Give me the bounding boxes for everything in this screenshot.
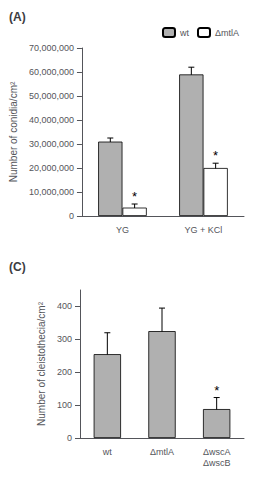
svg-text:300: 300 [57, 334, 72, 344]
svg-text:*: * [213, 148, 218, 163]
svg-text:0: 0 [67, 433, 72, 443]
svg-text:ΔwscB: ΔwscB [203, 458, 231, 468]
svg-text:10,000,000: 10,000,000 [29, 187, 74, 197]
svg-text:70,000,000: 70,000,000 [29, 43, 74, 53]
svg-text:ΔmtlA: ΔmtlA [150, 447, 174, 457]
svg-text:*: * [132, 189, 137, 204]
svg-text:(A): (A) [9, 10, 26, 24]
svg-text:ΔwscA: ΔwscA [203, 447, 231, 457]
svg-text:YG + KCl: YG + KCl [185, 225, 223, 235]
svg-text:Number of conidia/cm²: Number of conidia/cm² [8, 81, 19, 182]
svg-text:wt: wt [102, 447, 112, 457]
svg-text:ΔmtlA: ΔmtlA [215, 28, 239, 38]
svg-text:*: * [214, 383, 219, 398]
svg-text:400: 400 [57, 301, 72, 311]
svg-text:100: 100 [57, 400, 72, 410]
svg-text:20,000,000: 20,000,000 [29, 163, 74, 173]
svg-text:0: 0 [69, 211, 74, 221]
svg-text:(C): (C) [9, 260, 26, 274]
svg-text:YG: YG [116, 225, 129, 235]
svg-text:60,000,000: 60,000,000 [29, 67, 74, 77]
svg-text:Number of cleistothecia/cm²: Number of cleistothecia/cm² [36, 301, 47, 426]
svg-text:50,000,000: 50,000,000 [29, 91, 74, 101]
svg-text:wt: wt [179, 28, 189, 38]
svg-text:200: 200 [57, 367, 72, 377]
svg-text:30,000,000: 30,000,000 [29, 139, 74, 149]
svg-text:40,000,000: 40,000,000 [29, 115, 74, 125]
